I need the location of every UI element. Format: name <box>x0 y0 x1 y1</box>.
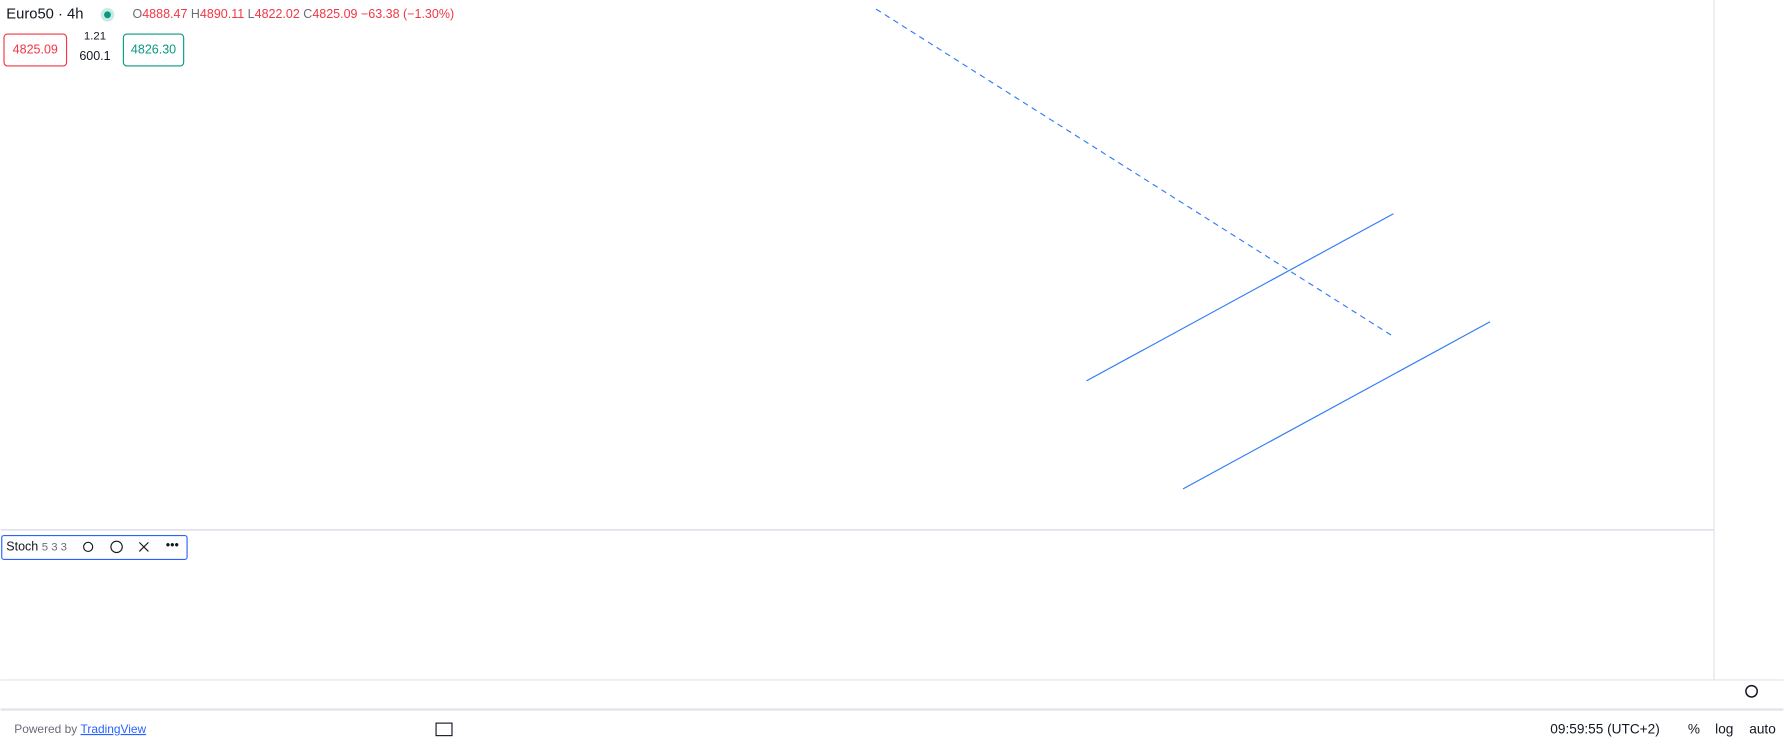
ohlc-legend: O4888.47 H4890.11 L4822.02 C4825.09 −63.… <box>132 7 454 21</box>
sell-price[interactable]: 4825.09 <box>13 42 58 56</box>
sell-button[interactable] <box>3 33 68 67</box>
channel-line <box>1182 321 1491 490</box>
log-toggle[interactable]: log <box>1715 722 1733 737</box>
powered-by: Powered by TradingView <box>14 722 146 736</box>
calendar-icon[interactable] <box>435 722 453 737</box>
settings-icon[interactable] <box>1745 684 1758 698</box>
spread: 1.21 <box>84 30 106 42</box>
symbol: Euro50 · 4h <box>6 7 83 23</box>
more-icon[interactable]: ••• <box>166 538 179 552</box>
channel-line <box>1086 213 1394 382</box>
percent-toggle[interactable]: % <box>1688 722 1700 737</box>
close-icon[interactable] <box>138 541 149 552</box>
quantity[interactable]: 600.1 <box>79 49 110 63</box>
eye-icon[interactable] <box>83 541 94 553</box>
indicator-name: Stoch 5 3 3 <box>6 540 67 554</box>
buy-price[interactable]: 4826.30 <box>131 42 176 56</box>
clock: 09:59:55 (UTC+2) <box>1550 722 1659 737</box>
status-dot <box>104 11 111 19</box>
price-axis <box>1714 0 1784 680</box>
buy-button[interactable] <box>122 33 185 67</box>
settings-icon[interactable] <box>110 540 123 554</box>
indicator-legend[interactable] <box>1 534 188 560</box>
auto-toggle[interactable]: auto <box>1749 722 1776 737</box>
